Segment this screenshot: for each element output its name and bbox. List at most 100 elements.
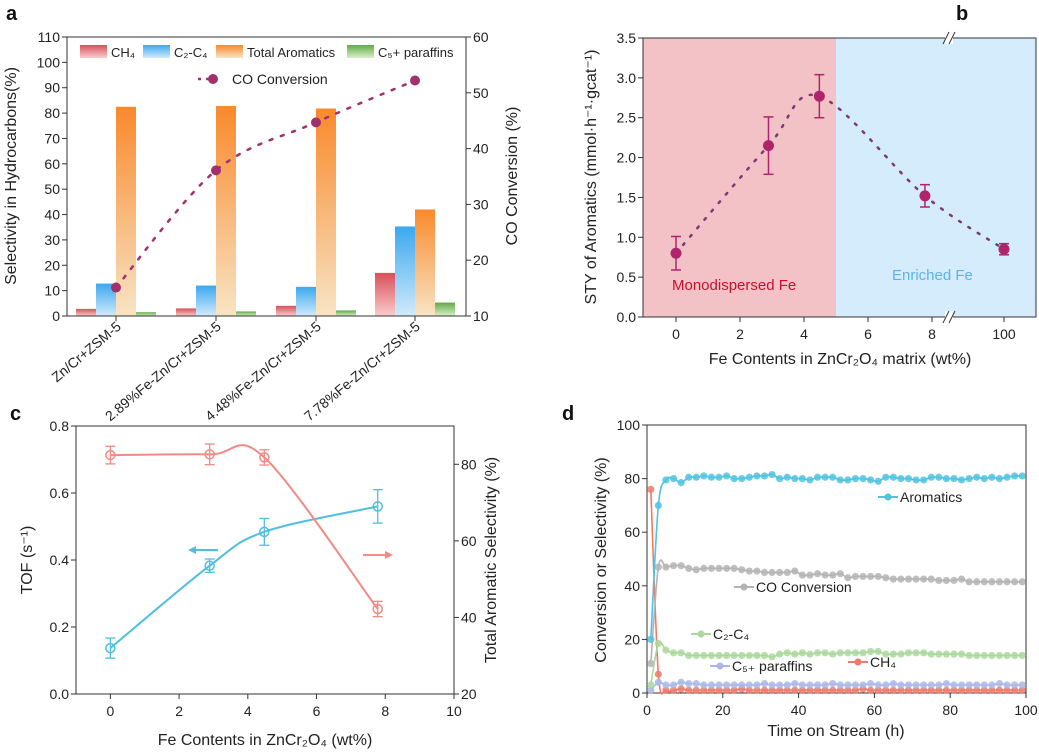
- data-point: [1003, 578, 1011, 586]
- data-point: [768, 568, 776, 577]
- data-point: [738, 681, 746, 689]
- data-point: [836, 570, 844, 578]
- data-point: [829, 473, 837, 481]
- data-point: [821, 686, 829, 694]
- y-right-tick-label: 80: [461, 456, 477, 472]
- data-point: [1018, 578, 1026, 586]
- x-tick-label: 2: [175, 703, 183, 719]
- y-tick-label: 20: [624, 631, 640, 647]
- data-point: [1003, 681, 1011, 689]
- data-point: [844, 681, 852, 689]
- data-point: [813, 686, 822, 694]
- data-point: [700, 564, 708, 572]
- x-axis-title: Fe Contents in ZnCr₂O₄ matrix (wt%): [709, 351, 972, 368]
- co-conversion-line: [114, 79, 417, 289]
- data-point: [745, 567, 753, 575]
- y-tick-label: 110: [38, 29, 61, 45]
- data-point: [1011, 472, 1019, 480]
- data-point: [768, 653, 776, 661]
- y-tick-label: 30: [44, 232, 60, 248]
- data-point: [707, 651, 716, 660]
- y-tick-label: 1.0: [617, 229, 637, 245]
- data-point: [715, 681, 723, 689]
- data-point: [973, 686, 981, 694]
- data-point: [745, 651, 753, 660]
- legend-label-0: Aromatics: [900, 489, 962, 505]
- data-point: [647, 686, 655, 694]
- line-left: [109, 505, 378, 649]
- data-point: [988, 578, 996, 586]
- data-point: [950, 650, 958, 658]
- data-point: [776, 568, 784, 577]
- y-tick-label: 60: [624, 524, 640, 540]
- y-tick-label: 20: [44, 257, 60, 273]
- data-point: [669, 649, 678, 657]
- data-point: [204, 560, 215, 571]
- y-tick-label: 40: [44, 207, 60, 223]
- data-point-4: [998, 243, 1010, 255]
- x-tick-label: 100: [1014, 702, 1038, 718]
- data-point: [882, 650, 890, 658]
- data-point: [760, 686, 769, 694]
- data-point: [836, 649, 844, 657]
- data-point: [935, 576, 943, 585]
- data-point: [988, 651, 996, 660]
- data-point: [867, 476, 875, 484]
- data-point: [980, 651, 988, 660]
- bar-Total Aromatics-0: [116, 106, 136, 316]
- data-point: [677, 479, 685, 487]
- data-point: [806, 681, 814, 689]
- y-tick-label: 50: [44, 181, 60, 197]
- data-point: [806, 686, 814, 694]
- data-point: [859, 572, 867, 581]
- data-point: [980, 578, 988, 586]
- data-point: [859, 475, 867, 483]
- data-point: [730, 651, 738, 660]
- data-point: [920, 649, 928, 657]
- data-point: [942, 686, 951, 694]
- data-point: [965, 681, 973, 689]
- data-point: [889, 680, 897, 688]
- data-point: [783, 568, 791, 577]
- data-point: [942, 475, 951, 483]
- data-point: [692, 566, 700, 574]
- bar-C₅+ paraffins-3: [435, 302, 455, 316]
- data-point: [829, 686, 837, 694]
- data-point: [821, 571, 829, 579]
- data-point: [950, 475, 958, 483]
- data-point-1: [762, 140, 774, 152]
- data-point: [1018, 686, 1026, 694]
- data-point: [957, 686, 966, 694]
- data-point: [1003, 651, 1011, 660]
- legend-label-0: CH₄: [111, 45, 135, 60]
- data-point: [806, 476, 814, 484]
- data-point: [829, 650, 837, 658]
- data-point: [882, 574, 890, 582]
- bar-C₅+ paraffins-0: [136, 312, 156, 316]
- data-point: [1011, 686, 1019, 694]
- data-point: [700, 681, 708, 689]
- data-point: [791, 567, 799, 575]
- x-axis-title: Time on Stream (h): [767, 723, 904, 740]
- line-C₂-C₄: [650, 640, 1023, 686]
- data-point: [768, 470, 776, 479]
- data-point: [722, 686, 731, 694]
- data-point: [707, 686, 716, 694]
- y-tick-label: 70: [44, 130, 60, 146]
- data-point: [1003, 686, 1011, 694]
- data-point: [867, 686, 875, 694]
- data-point: [677, 562, 685, 570]
- data-point: [677, 678, 685, 686]
- data-point: [730, 475, 738, 483]
- co-conversion-point-3: [410, 75, 420, 86]
- data-point: [776, 650, 784, 658]
- data-point: [867, 680, 875, 688]
- data-point: [662, 681, 670, 689]
- data-point: [889, 686, 897, 694]
- y-tick-label: 100: [617, 417, 641, 433]
- data-point: [105, 642, 116, 654]
- data-point: [783, 473, 791, 481]
- data-point: [995, 680, 1004, 688]
- y-tick-label: 3.5: [617, 30, 637, 46]
- data-point: [882, 473, 890, 481]
